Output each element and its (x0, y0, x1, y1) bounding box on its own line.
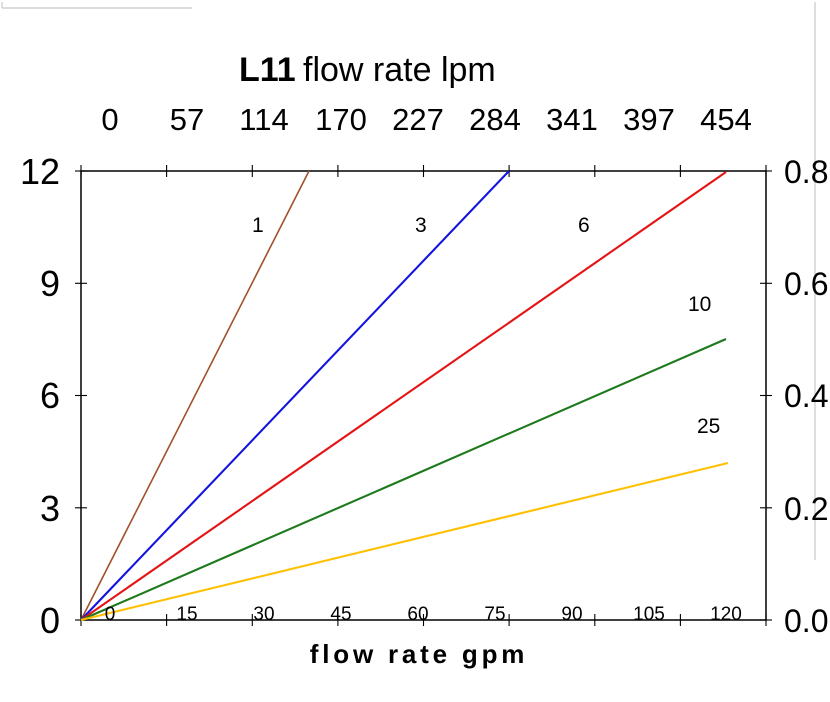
svg-text:397: 397 (623, 102, 675, 137)
svg-text:flow rate gpm: flow rate gpm (310, 639, 528, 669)
svg-text:0.6: 0.6 (784, 266, 828, 302)
svg-text:L11: L11 (239, 51, 296, 89)
svg-text:120: 120 (710, 604, 742, 625)
svg-text:30: 30 (253, 604, 274, 625)
svg-text:454: 454 (700, 102, 752, 137)
svg-text:57: 57 (170, 102, 204, 137)
svg-text:0.4: 0.4 (784, 378, 828, 414)
svg-text:227: 227 (392, 102, 444, 137)
svg-text:0: 0 (101, 102, 118, 137)
svg-text:3: 3 (415, 214, 427, 237)
svg-text:75: 75 (484, 604, 505, 625)
svg-text:15: 15 (176, 604, 197, 625)
svg-text:12: 12 (20, 151, 60, 192)
svg-text:10: 10 (688, 293, 711, 316)
svg-text:90: 90 (561, 604, 582, 625)
svg-text:60: 60 (407, 604, 428, 625)
svg-text:105: 105 (633, 604, 665, 625)
svg-text:0: 0 (40, 600, 60, 641)
svg-text:0.2: 0.2 (784, 491, 828, 527)
svg-text:0: 0 (105, 604, 116, 625)
svg-text:114: 114 (239, 102, 288, 137)
svg-text:284: 284 (469, 102, 521, 137)
svg-text:3: 3 (40, 488, 60, 529)
svg-text:1: 1 (252, 214, 264, 237)
svg-text:9: 9 (40, 263, 60, 304)
svg-text:0.8: 0.8 (784, 154, 828, 190)
svg-text:6: 6 (578, 214, 590, 237)
svg-text:170: 170 (315, 102, 367, 137)
svg-text:0.0: 0.0 (784, 603, 828, 639)
svg-text:25: 25 (697, 415, 720, 438)
svg-text:341: 341 (546, 102, 598, 137)
svg-text:6: 6 (40, 375, 60, 416)
svg-text:45: 45 (330, 604, 351, 625)
svg-text:flow rate lpm: flow rate lpm (303, 51, 496, 89)
